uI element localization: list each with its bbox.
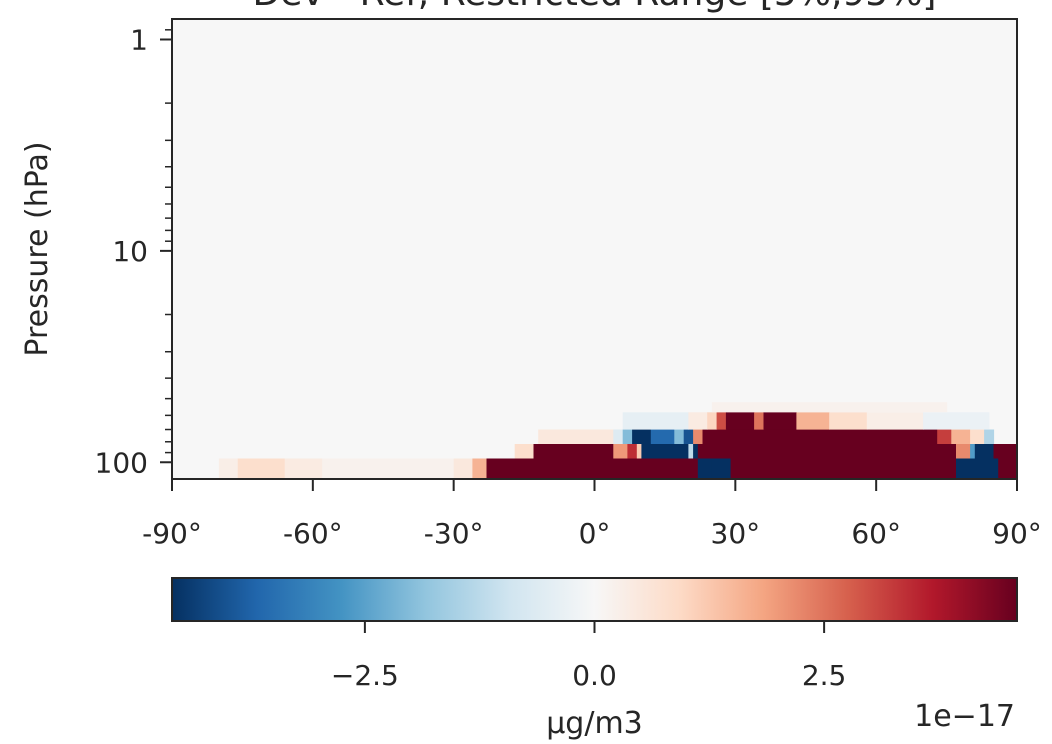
x-tick-label: -60° [283, 517, 343, 550]
heatmap-cell [284, 458, 323, 479]
heatmap-cell [622, 429, 633, 444]
heatmap-cell [237, 458, 286, 479]
colorbar-tick-label: 0.0 [572, 659, 617, 692]
heatmap-cell [218, 458, 239, 479]
heatmap-cell [486, 458, 699, 479]
heatmap-cell [866, 412, 924, 430]
heatmap-cell [974, 444, 995, 459]
colorbar-label: µg/m3 [546, 706, 643, 741]
colorbar-tick-label: 2.5 [802, 659, 847, 692]
heatmap-cell [707, 412, 718, 430]
heatmap-cell [632, 429, 652, 444]
y-tick-label: 1 [130, 23, 148, 56]
heatmap-cell [829, 412, 868, 430]
heatmap-cells [218, 402, 1017, 479]
y-axis-minor-ticks [165, 29, 172, 454]
heatmap-cell [970, 429, 985, 444]
heatmap-cell [970, 444, 976, 459]
heatmap-cell [613, 444, 628, 459]
heatmap-cell [636, 444, 643, 459]
heatmap-cell [725, 412, 755, 430]
heatmap-cell [627, 444, 638, 459]
y-axis-label: Pressure (hPa) [20, 141, 55, 356]
heatmap-cell [763, 412, 797, 430]
colorbar: −2.5 0.0 2.5 µg/m3 1e−17 [171, 577, 1018, 741]
heatmap-cell [984, 429, 995, 444]
colorbar-ticks: −2.5 0.0 2.5 [331, 621, 847, 692]
heatmap-cell [650, 429, 675, 444]
heatmap-cell [688, 444, 694, 459]
heatmap-cell [322, 458, 455, 479]
heatmap-cell [693, 444, 699, 459]
heatmap-cell [754, 412, 765, 430]
x-tick-label: 0° [579, 517, 611, 550]
heatmap-cell [693, 429, 704, 444]
x-tick-label: 30° [711, 517, 761, 550]
heatmap-cell [688, 412, 708, 430]
heatmap-cell [472, 458, 488, 479]
heatmap-cell [702, 429, 938, 444]
heatmap-cell [538, 429, 614, 444]
heatmap-cell [711, 458, 732, 479]
y-axis: 1 10 100 [95, 23, 172, 479]
heatmap-cell [683, 429, 694, 444]
heatmap-cell [711, 402, 948, 413]
y-tick-label: 100 [95, 446, 148, 479]
heatmap-cell [641, 444, 689, 459]
heatmap-cell [533, 444, 614, 459]
colorbar-tick-label: −2.5 [331, 659, 399, 692]
heatmap-cell [453, 458, 474, 479]
colorbar-gradient [171, 577, 1018, 622]
heatmap-cell [514, 444, 535, 459]
heatmap-cell [613, 429, 624, 444]
colorbar-offset-text: 1e−17 [914, 699, 1015, 734]
plot-area [171, 18, 1018, 480]
x-tick-label: -90° [142, 517, 202, 550]
heatmap-cell [716, 412, 727, 430]
x-axis: -90° -60° -30° 0° 30° 60° 90° [142, 479, 1042, 550]
heatmap-cell [796, 412, 830, 430]
heatmap-cell [923, 412, 990, 430]
heatmap-cell [697, 458, 713, 479]
heatmap-cell [730, 458, 957, 479]
heatmap-cell [674, 429, 685, 444]
x-tick-label: 90° [992, 517, 1042, 550]
x-tick-label: -30° [424, 517, 484, 550]
heatmap-cell [697, 444, 957, 459]
heatmap-cell [993, 444, 1017, 459]
x-tick-label: 60° [851, 517, 901, 550]
chart-title: Dev - Ref, Restricted Range [5%,95%] [253, 0, 937, 14]
heatmap-cell [956, 458, 999, 479]
heatmap-cell [622, 412, 689, 430]
heatmap-cell [937, 429, 952, 444]
heatmap-cell [998, 458, 1017, 479]
heatmap-cell [956, 444, 971, 459]
heatmap-cell [951, 429, 971, 444]
y-tick-label: 10 [112, 235, 148, 268]
